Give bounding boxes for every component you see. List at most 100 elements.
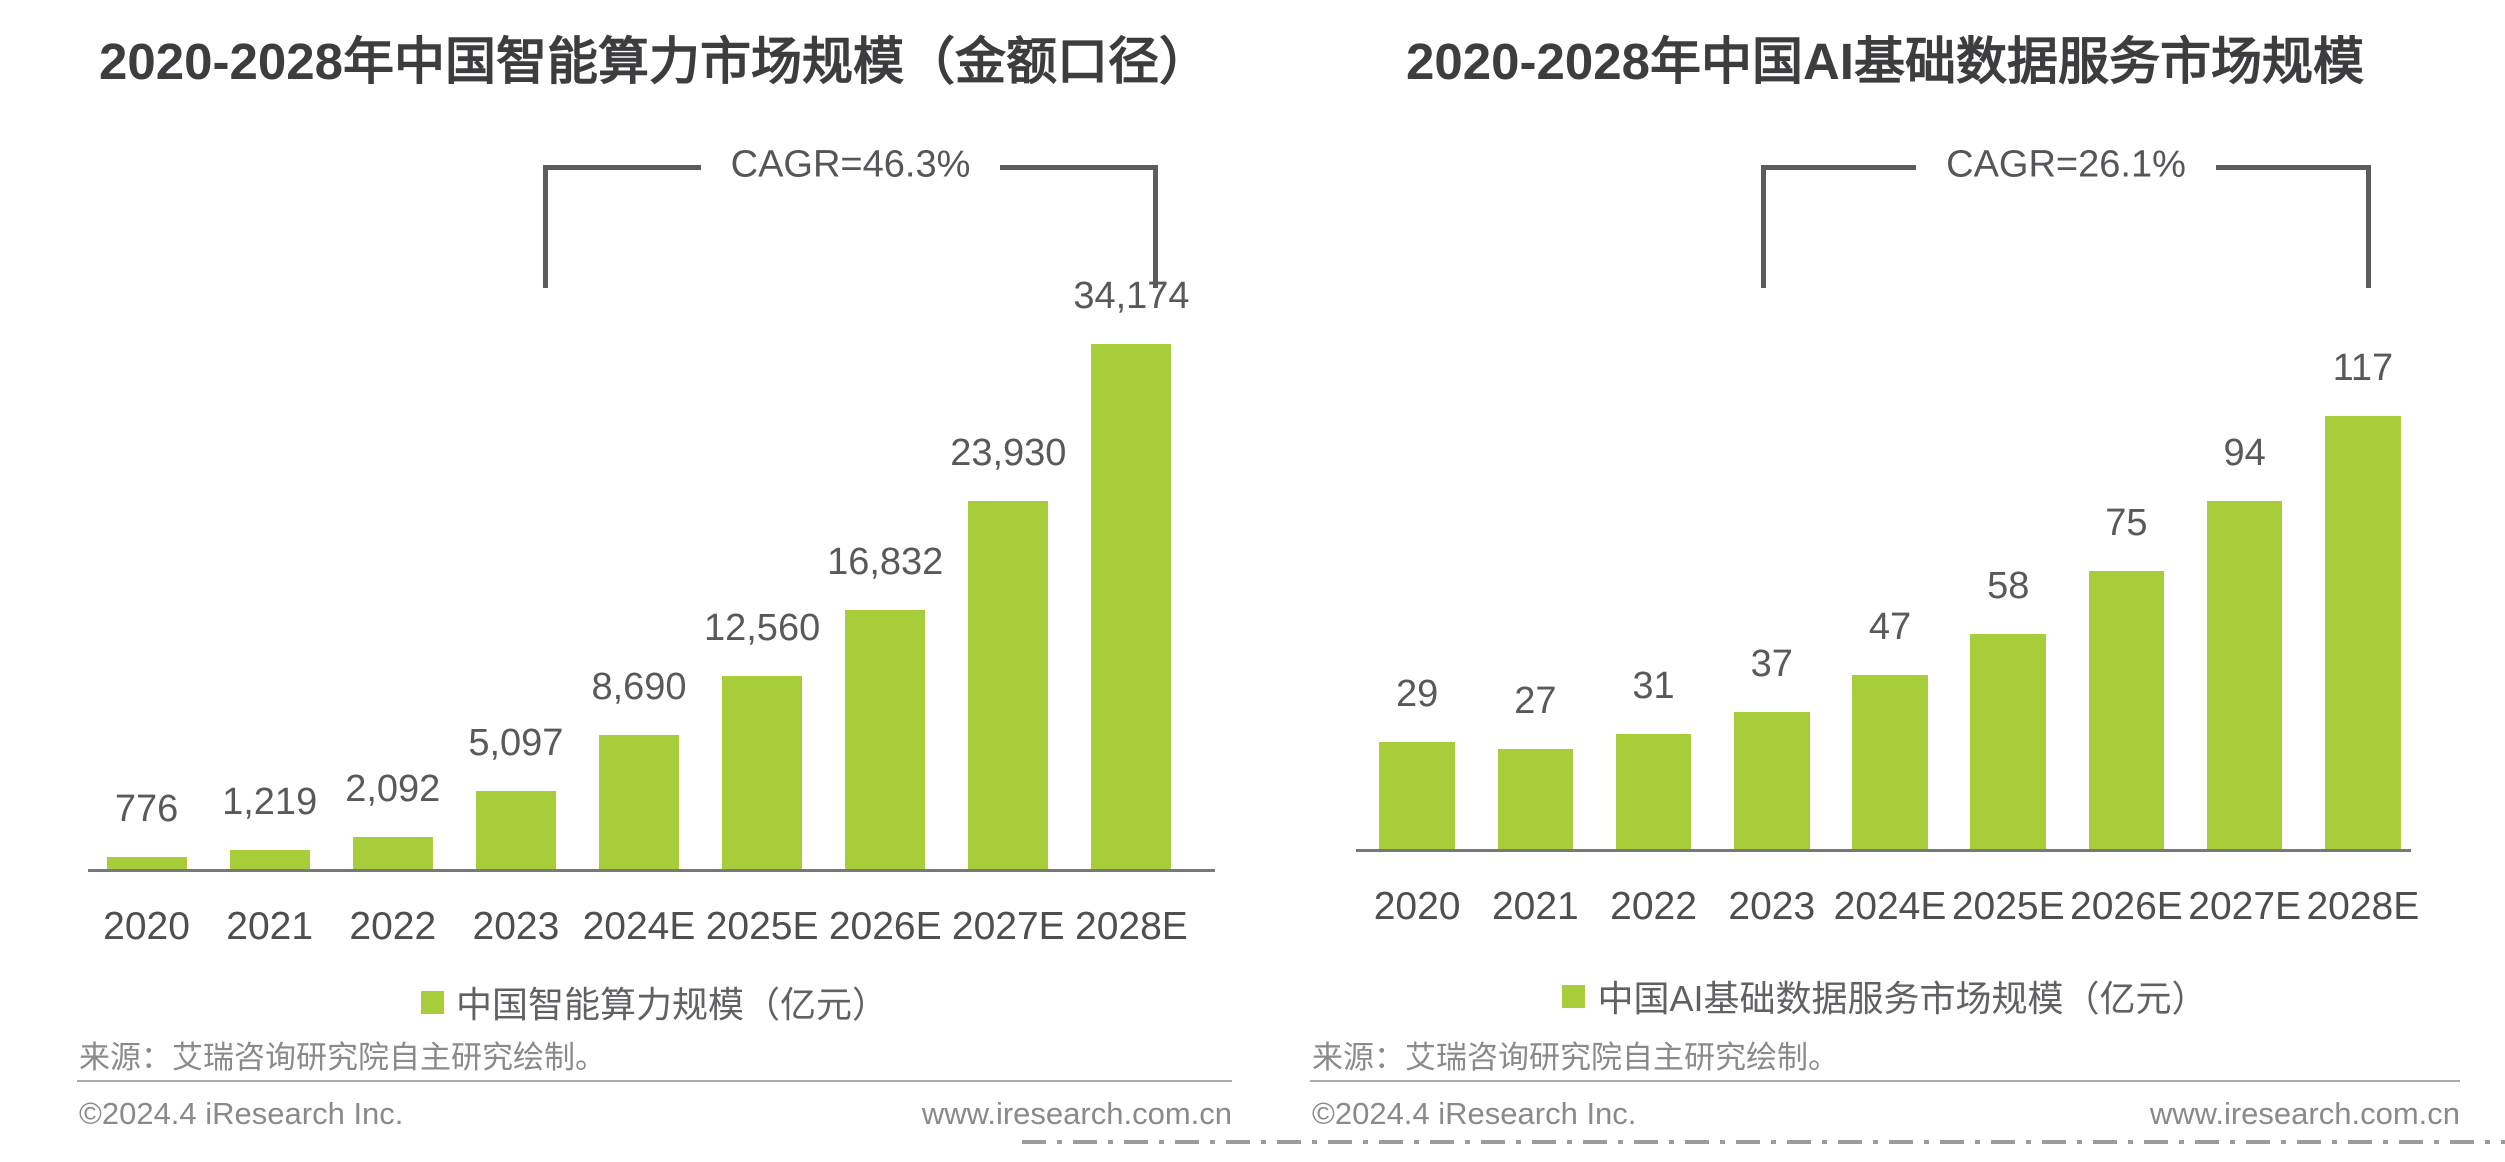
bracket-left-segment [1766, 165, 1917, 170]
bar-column: 47 [1831, 249, 1949, 849]
bar-value-label: 776 [114, 788, 179, 830]
bar-column: 16,832 [824, 269, 947, 869]
bar-value-label: 29 [1395, 673, 1439, 715]
bar-value-label: 94 [2223, 432, 2266, 474]
x-axis-label: 2020 [1373, 885, 1461, 928]
footer: ©2024.4 iResearch Inc. www.iresearch.com… [1312, 1096, 2460, 1132]
bar-2024E [1852, 675, 1928, 849]
bar-2028E [1091, 344, 1172, 869]
chart-panel-ai-data-service: 2020-2028年中国AI基础数据服务市场规模 CAGR=26.1% 29 27… [1310, 0, 2460, 1162]
bar-value-label: 75 [2105, 502, 2148, 544]
x-axis-label: 2020 [103, 905, 190, 948]
x-axis-label: 2028E [2306, 885, 2420, 928]
bar-2026E [845, 610, 926, 869]
source-note: 来源：艾瑞咨询研究院自主研究绘制。 [1312, 1040, 1839, 1075]
bar-value-label: 2,092 [345, 768, 441, 810]
website-url: www.iresearch.com.cn [2149, 1096, 2460, 1131]
x-axis-label: 2025E [1951, 885, 2065, 928]
cagr-label: CAGR=46.3% [730, 143, 971, 186]
x-axis-label: 2024E [1833, 885, 1947, 928]
bracket-left-cap [1761, 165, 1766, 288]
bracket-right-segment [1000, 165, 1154, 170]
bar-2023 [1733, 712, 1810, 849]
legend: 中国AI基础数据服务市场规模（亿元） [1310, 970, 2460, 1022]
bar-2022 [1615, 734, 1692, 849]
x-axis-label: 2022 [1610, 885, 1697, 928]
bracket-right-segment [2215, 165, 2367, 170]
website-url: www.iresearch.com.cn [921, 1096, 1232, 1131]
bar-value-label: 37 [1750, 643, 1793, 685]
bar-2027E [2206, 501, 2283, 849]
bar-value-label: 8,690 [591, 666, 687, 708]
bar-value-label: 23,930 [950, 432, 1067, 474]
bar-value-label: 117 [2332, 347, 2394, 389]
x-axis-label: 2027E [951, 905, 1065, 948]
bar-value-label: 16,832 [827, 541, 944, 583]
bar-column: 5,097 [454, 269, 577, 869]
bracket-left-segment [548, 165, 701, 170]
legend: 中国智能算力规模（亿元） [77, 976, 1232, 1028]
bar-value-label: 58 [1987, 565, 2030, 607]
bar-column: 75 [2067, 249, 2185, 849]
x-axis-label: 2021 [226, 905, 314, 948]
bar-column: 2,092 [331, 269, 454, 869]
chart-panel-computing-power: 2020-2028年中国智能算力市场规模（金额口径） CAGR=46.3% 77… [77, 0, 1232, 1162]
copyright-text: ©2024.4 iResearch Inc. [79, 1096, 404, 1131]
cagr-bracket: CAGR=26.1% [1761, 144, 2372, 288]
bar-column: 1,219 [208, 269, 331, 869]
bar-value-label: 27 [1514, 680, 1557, 722]
page-bottom-dashdot-line [1022, 1140, 2505, 1144]
copyright-text: ©2024.4 iResearch Inc. [1312, 1096, 1637, 1131]
footer-divider [1310, 1080, 2460, 1082]
bar-value-label: 47 [1868, 606, 1912, 648]
x-axis-label: 2026E [2070, 885, 2183, 928]
bar-column: 23,930 [947, 269, 1070, 869]
legend-swatch-icon [1562, 984, 1586, 1008]
x-axis-label: 2027E [2188, 885, 2302, 928]
bar-plot: 29 27 31 37 47 58 75 94 117 [1358, 249, 2422, 849]
x-axis-line [88, 869, 1215, 872]
x-axis-label: 2028E [1075, 905, 1188, 948]
legend-label: 中国AI基础数据服务市场规模（亿元） [1597, 978, 2208, 1019]
x-axis-label: 2023 [1728, 885, 1816, 928]
cagr-label: CAGR=26.1% [1946, 143, 2186, 186]
chart-title: 2020-2028年中国智能算力市场规模（金额口径） [99, 33, 1210, 90]
x-axis-label: 2021 [1491, 885, 1579, 928]
footer-divider [77, 1080, 1232, 1082]
bar-column: 94 [2186, 249, 2304, 849]
bar-2026E [2088, 571, 2165, 849]
legend-swatch-icon [420, 990, 444, 1014]
bar-2025E [722, 676, 803, 869]
bar-2020 [106, 857, 187, 869]
bar-column: 37 [1713, 249, 1831, 849]
cagr-bracket: CAGR=46.3% [543, 144, 1159, 288]
x-axis-label: 2025E [705, 905, 819, 948]
bar-value-label: 5,097 [468, 722, 564, 764]
x-axis-label: 2022 [349, 905, 437, 948]
bar-value-label: 1,219 [222, 781, 318, 823]
x-axis-label: 2026E [828, 905, 942, 948]
x-axis-labels: 2020 2021 2022 2023 2024E 2025E 2026E 2027E 2028… [85, 905, 1193, 949]
legend-label: 中国智能算力规模（亿元） [455, 984, 888, 1025]
bar-2023 [475, 791, 556, 869]
bracket-right-cap [2366, 165, 2372, 288]
bar-2028E [2325, 416, 2401, 849]
x-axis-labels: 2020 2021 2022 2023 2024E 2025E 2026E 2027E 2028… [1358, 885, 2422, 929]
bar-column: 31 [1594, 249, 1712, 849]
x-axis-label: 2024E [582, 905, 696, 948]
bar-column: 776 [85, 269, 208, 869]
bar-column: 34,174 [1070, 269, 1193, 869]
bar-plot: 776 1,219 2,092 5,097 8,690 12,560 16,832 23,93… [85, 269, 1193, 869]
bar-2020 [1379, 742, 1455, 849]
bracket-right-cap [1153, 165, 1159, 288]
footer: ©2024.4 iResearch Inc. www.iresearch.com… [79, 1096, 1232, 1132]
bar-value-label: 12,560 [703, 607, 821, 649]
x-axis-line [1356, 849, 2411, 852]
bracket-left-cap [543, 165, 548, 288]
source-note: 来源：艾瑞咨询研究院自主研究绘制。 [79, 1040, 606, 1075]
bar-2024E [598, 735, 679, 869]
bar-column: 29 [1358, 249, 1476, 849]
bar-column: 12,560 [701, 269, 824, 869]
bar-2021 [1497, 749, 1574, 849]
